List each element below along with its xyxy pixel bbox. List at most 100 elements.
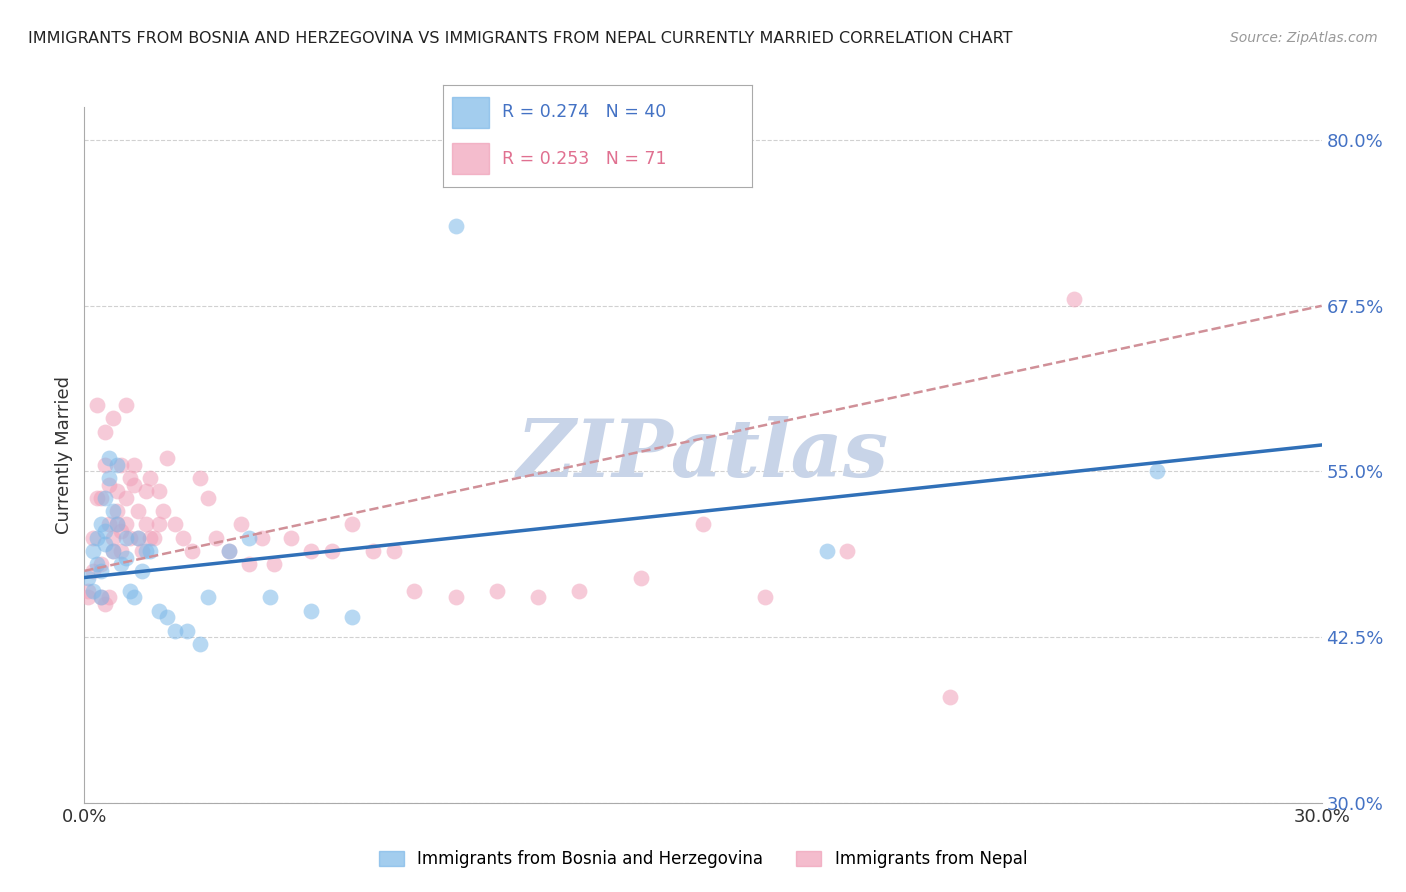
Point bbox=[118, 583, 141, 598]
Point bbox=[815, 544, 838, 558]
Point bbox=[139, 471, 162, 485]
Point bbox=[165, 517, 187, 532]
Point bbox=[152, 504, 174, 518]
Point bbox=[188, 637, 211, 651]
Point bbox=[361, 544, 384, 558]
Point bbox=[197, 491, 219, 505]
Point bbox=[299, 604, 322, 618]
Point bbox=[148, 604, 170, 618]
Point bbox=[382, 544, 405, 558]
Point bbox=[280, 531, 302, 545]
Point bbox=[94, 537, 117, 551]
Point bbox=[299, 544, 322, 558]
Point bbox=[110, 544, 132, 558]
Point bbox=[188, 471, 211, 485]
Point bbox=[263, 558, 285, 572]
Text: Source: ZipAtlas.com: Source: ZipAtlas.com bbox=[1230, 31, 1378, 45]
Point bbox=[110, 558, 132, 572]
Point bbox=[105, 484, 128, 499]
Point bbox=[321, 544, 343, 558]
Point bbox=[485, 583, 508, 598]
Point bbox=[1063, 292, 1085, 306]
Point bbox=[90, 517, 112, 532]
Point bbox=[86, 398, 108, 412]
Point bbox=[176, 624, 198, 638]
Point bbox=[135, 484, 157, 499]
Point bbox=[404, 583, 426, 598]
Point bbox=[82, 531, 104, 545]
Point bbox=[94, 425, 117, 439]
Point bbox=[98, 451, 121, 466]
Point bbox=[837, 544, 859, 558]
Point bbox=[86, 531, 108, 545]
Point bbox=[139, 544, 162, 558]
Point bbox=[131, 564, 153, 578]
Point bbox=[105, 458, 128, 472]
Point bbox=[86, 558, 108, 572]
Point bbox=[103, 531, 125, 545]
Point bbox=[156, 451, 179, 466]
Point bbox=[90, 558, 112, 572]
Point bbox=[342, 517, 364, 532]
Point bbox=[127, 531, 149, 545]
Point bbox=[114, 517, 136, 532]
Point bbox=[143, 531, 166, 545]
Point bbox=[238, 531, 260, 545]
Point bbox=[229, 517, 252, 532]
Point bbox=[1146, 465, 1168, 479]
Text: ZIPatlas: ZIPatlas bbox=[517, 417, 889, 493]
Text: R = 0.253   N = 71: R = 0.253 N = 71 bbox=[502, 150, 666, 168]
Y-axis label: Currently Married: Currently Married bbox=[55, 376, 73, 534]
Point bbox=[122, 591, 145, 605]
Point bbox=[259, 591, 281, 605]
Point bbox=[114, 531, 136, 545]
Point bbox=[103, 544, 125, 558]
Point bbox=[90, 591, 112, 605]
Point bbox=[218, 544, 240, 558]
Point bbox=[118, 471, 141, 485]
Point bbox=[103, 504, 125, 518]
Point bbox=[105, 517, 128, 532]
Point bbox=[139, 531, 162, 545]
Point bbox=[77, 591, 100, 605]
Point bbox=[82, 544, 104, 558]
Point bbox=[122, 458, 145, 472]
Point bbox=[156, 610, 179, 624]
Point bbox=[122, 477, 145, 491]
Point bbox=[692, 517, 714, 532]
Point bbox=[103, 411, 125, 425]
Point bbox=[527, 591, 550, 605]
Point bbox=[205, 531, 228, 545]
Point bbox=[127, 531, 149, 545]
Point bbox=[148, 517, 170, 532]
Legend: Immigrants from Bosnia and Herzegovina, Immigrants from Nepal: Immigrants from Bosnia and Herzegovina, … bbox=[373, 844, 1033, 875]
Text: R = 0.274   N = 40: R = 0.274 N = 40 bbox=[502, 103, 666, 121]
Point bbox=[110, 524, 132, 538]
Point bbox=[98, 471, 121, 485]
Point bbox=[103, 544, 125, 558]
Point bbox=[197, 591, 219, 605]
Point bbox=[98, 591, 121, 605]
Point bbox=[342, 610, 364, 624]
Point bbox=[444, 591, 467, 605]
Point bbox=[131, 544, 153, 558]
Point bbox=[114, 550, 136, 565]
Point bbox=[98, 517, 121, 532]
Point bbox=[77, 570, 100, 584]
Point bbox=[105, 504, 128, 518]
Point bbox=[82, 564, 104, 578]
Text: IMMIGRANTS FROM BOSNIA AND HERZEGOVINA VS IMMIGRANTS FROM NEPAL CURRENTLY MARRIE: IMMIGRANTS FROM BOSNIA AND HERZEGOVINA V… bbox=[28, 31, 1012, 46]
Point bbox=[105, 517, 128, 532]
Point bbox=[754, 591, 776, 605]
Point bbox=[135, 544, 157, 558]
Point bbox=[238, 558, 260, 572]
Point bbox=[98, 477, 121, 491]
Point bbox=[180, 544, 202, 558]
Point bbox=[568, 583, 591, 598]
Point bbox=[94, 524, 117, 538]
Point bbox=[148, 484, 170, 499]
Point bbox=[118, 531, 141, 545]
Bar bbox=[453, 97, 489, 128]
Point bbox=[94, 458, 117, 472]
Bar bbox=[453, 144, 489, 174]
